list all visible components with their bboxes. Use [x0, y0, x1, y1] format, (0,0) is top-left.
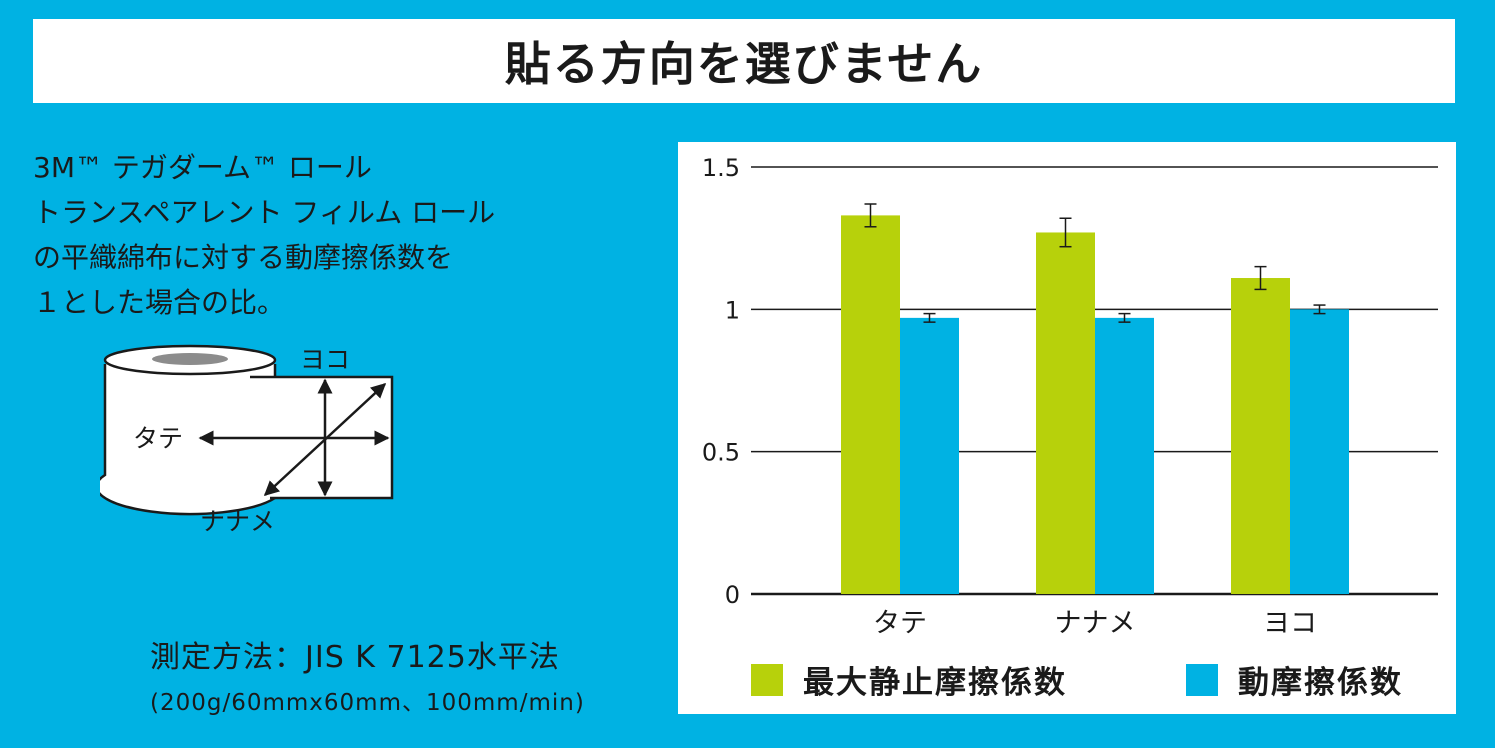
bar [1231, 278, 1290, 594]
film-sheet [250, 375, 394, 500]
label-yoko: ヨコ [300, 345, 350, 374]
y-tick-label: 1 [725, 296, 740, 324]
legend-item-kinetic: 動摩擦係数 [1186, 657, 1403, 702]
bar [1290, 309, 1349, 594]
roll-diagram: ヨコ タテ ナナメ [100, 344, 394, 536]
method-label: 測定方法：JIS K 7125水平法 [150, 640, 560, 675]
bar [1095, 317, 1154, 594]
page-title: 貼る方向を選びません [504, 37, 984, 91]
label-naname: ナナメ [200, 507, 275, 536]
legend-label-static: 最大静止摩擦係数 [803, 665, 1067, 701]
bar [900, 317, 959, 594]
description-line: の平織綿布に対する動摩擦係数を [33, 241, 454, 274]
roll-core [152, 353, 228, 365]
y-tick-label: 1.5 [702, 154, 740, 182]
description-line: １とした場合の比。 [33, 286, 286, 319]
label-tate: タテ [133, 424, 183, 453]
description-line: 3M™ テガダーム™ ロール [33, 151, 372, 184]
description: 3M™ テガダーム™ ロール トランスペアレント フィルム ロール の平織綿布に… [33, 145, 653, 325]
description-line: トランスペアレント フィルム ロール [33, 196, 496, 229]
title-bar: 貼る方向を選びません [33, 19, 1455, 103]
x-tick-label: タテ [873, 608, 927, 639]
y-tick-label: 0 [725, 581, 740, 609]
roll-body [100, 364, 277, 516]
bar [841, 215, 900, 594]
legend-swatch-static [751, 663, 783, 696]
legend-item-static: 最大静止摩擦係数 [751, 657, 1067, 702]
legend: 最大静止摩擦係数 動摩擦係数 [751, 657, 1431, 701]
arrow-diagonal [263, 382, 387, 497]
legend-swatch-kinetic [1186, 663, 1218, 696]
method-condition: (200g/60mmx60mm、100mm/min) [150, 690, 585, 716]
x-tick-label: ナナメ [1055, 608, 1136, 639]
legend-label-kinetic: 動摩擦係数 [1238, 665, 1403, 701]
bar [1036, 232, 1095, 594]
x-tick-label: ヨコ [1263, 608, 1317, 639]
chart-panel: 0 0.5 1 1.5 タテ ナナメ ヨコ 最大静止摩擦係数 動摩擦係数 [678, 142, 1456, 714]
bar-chart: 0 0.5 1 1.5 タテ ナナメ ヨコ [702, 154, 1438, 639]
y-tick-label: 0.5 [702, 439, 740, 467]
